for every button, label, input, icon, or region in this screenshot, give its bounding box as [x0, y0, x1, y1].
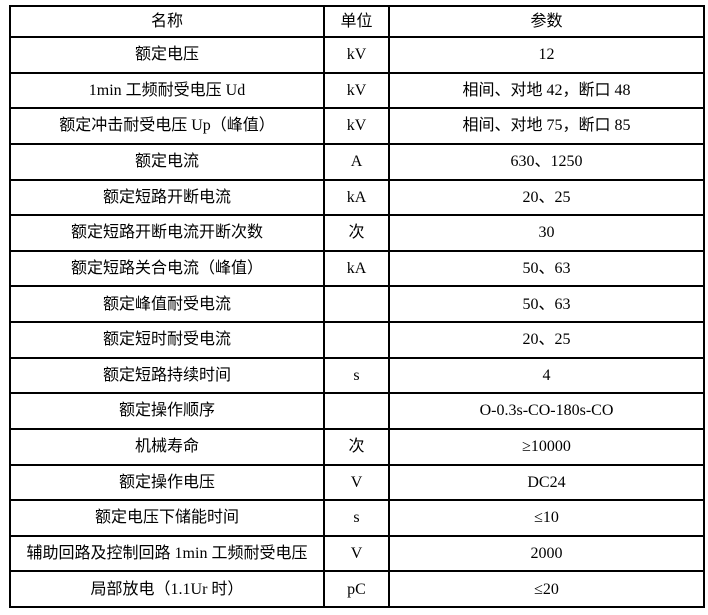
- name-cell: 1min 工频耐受电压 Ud: [9, 71, 325, 110]
- header-row: 名称 单位 参数: [9, 5, 705, 38]
- table-row: 额定短路持续时间 s 4: [9, 356, 705, 395]
- name-cell: 辅助回路及控制回路 1min 工频耐受电压: [9, 534, 325, 573]
- spec-table: 名称 单位 参数 额定电压 kV 12 1min 工频耐受电压 Ud kV 相间…: [9, 5, 705, 608]
- table-row: 额定短路关合电流（峰值） kA 50、63: [9, 249, 705, 288]
- name-cell: 额定电流: [9, 142, 325, 181]
- value-cell: 2000: [388, 534, 705, 573]
- value-cell: 相间、对地 42，断口 48: [388, 71, 705, 110]
- value-cell: 20、25: [388, 178, 705, 217]
- unit-cell: 次: [323, 427, 390, 466]
- table-row: 局部放电（1.1Ur 时） pC ≤20: [9, 570, 705, 608]
- unit-cell: A: [323, 142, 390, 181]
- unit-cell: kV: [323, 71, 390, 110]
- name-cell: 额定电压下储能时间: [9, 499, 325, 537]
- name-cell: 额定电压: [9, 36, 325, 74]
- unit-cell: 次: [323, 214, 390, 252]
- unit-cell: [323, 285, 390, 323]
- table-row: 机械寿命 次 ≥10000: [9, 427, 705, 466]
- name-cell: 额定短路开断电流开断次数: [9, 214, 325, 252]
- value-cell: 630、1250: [388, 142, 705, 181]
- unit-cell: [323, 392, 390, 430]
- name-cell: 机械寿命: [9, 427, 325, 466]
- name-cell: 额定操作顺序: [9, 392, 325, 430]
- value-cell: 4: [388, 356, 705, 395]
- value-cell: O-0.3s-CO-180s-CO: [388, 392, 705, 430]
- unit-cell: kV: [323, 36, 390, 74]
- table-row: 额定操作顺序 O-0.3s-CO-180s-CO: [9, 392, 705, 430]
- name-cell: 额定峰值耐受电流: [9, 285, 325, 323]
- spec-table-body: 额定电压 kV 12 1min 工频耐受电压 Ud kV 相间、对地 42，断口…: [9, 36, 705, 608]
- table-row: 额定电压下储能时间 s ≤10: [9, 499, 705, 537]
- table-row: 额定短路开断电流 kA 20、25: [9, 178, 705, 217]
- value-cell: 30: [388, 214, 705, 252]
- table-row: 辅助回路及控制回路 1min 工频耐受电压 V 2000: [9, 534, 705, 573]
- table-row: 额定电压 kV 12: [9, 36, 705, 74]
- table-row: 额定冲击耐受电压 Up（峰值） kV 相间、对地 75，断口 85: [9, 107, 705, 145]
- value-cell: 20、25: [388, 321, 705, 359]
- value-cell: 12: [388, 36, 705, 74]
- unit-cell: kA: [323, 178, 390, 217]
- name-cell: 额定短时耐受电流: [9, 321, 325, 359]
- value-cell: 相间、对地 75，断口 85: [388, 107, 705, 145]
- unit-cell: pC: [323, 570, 390, 608]
- value-cell: ≤10: [388, 499, 705, 537]
- unit-cell: s: [323, 499, 390, 537]
- table-row: 额定电流 A 630、1250: [9, 142, 705, 181]
- spec-table-header: 名称 单位 参数: [9, 5, 705, 38]
- unit-cell: s: [323, 356, 390, 395]
- unit-cell: V: [323, 534, 390, 573]
- unit-cell: kV: [323, 107, 390, 145]
- value-cell: 50、63: [388, 285, 705, 323]
- header-name: 名称: [9, 5, 325, 38]
- table-row: 额定峰值耐受电流 50、63: [9, 285, 705, 323]
- table-row: 额定短路开断电流开断次数 次 30: [9, 214, 705, 252]
- header-params: 参数: [388, 5, 705, 38]
- name-cell: 额定短路开断电流: [9, 178, 325, 217]
- table-row: 额定操作电压 V DC24: [9, 463, 705, 502]
- value-cell: ≤20: [388, 570, 705, 608]
- header-unit: 单位: [323, 5, 390, 38]
- table-row: 额定短时耐受电流 20、25: [9, 321, 705, 359]
- table-row: 1min 工频耐受电压 Ud kV 相间、对地 42，断口 48: [9, 71, 705, 110]
- name-cell: 额定操作电压: [9, 463, 325, 502]
- unit-cell: V: [323, 463, 390, 502]
- unit-cell: kA: [323, 249, 390, 288]
- name-cell: 局部放电（1.1Ur 时）: [9, 570, 325, 608]
- value-cell: 50、63: [388, 249, 705, 288]
- unit-cell: [323, 321, 390, 359]
- value-cell: DC24: [388, 463, 705, 502]
- name-cell: 额定短路关合电流（峰值）: [9, 249, 325, 288]
- name-cell: 额定短路持续时间: [9, 356, 325, 395]
- name-cell: 额定冲击耐受电压 Up（峰值）: [9, 107, 325, 145]
- value-cell: ≥10000: [388, 427, 705, 466]
